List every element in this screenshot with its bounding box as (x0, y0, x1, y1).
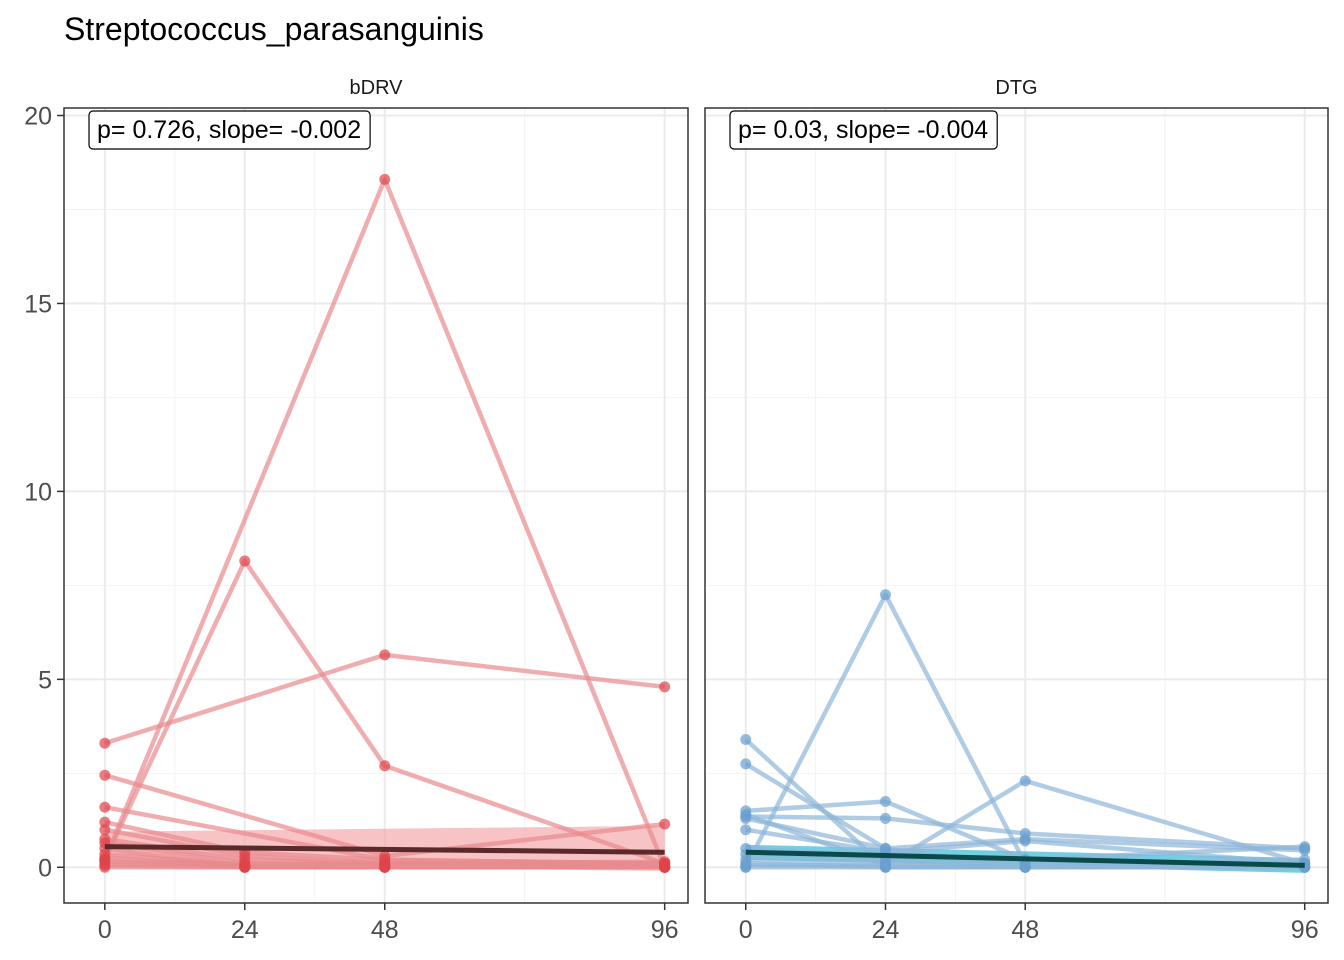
x-tick-label: 0 (98, 916, 112, 944)
data-point (379, 649, 391, 661)
stats-annotation: p= 0.03, slope= -0.004 (729, 110, 998, 150)
data-point (740, 824, 752, 836)
data-point (879, 812, 891, 824)
x-tick-label: 96 (651, 916, 679, 944)
chart-title: Streptococcus_parasanguinis (64, 11, 484, 47)
stats-annotation-text: p= 0.726, slope= -0.002 (97, 116, 361, 144)
y-axis: 0 5 10 15 20 (24, 103, 64, 882)
data-point (99, 769, 111, 781)
x-tick-label: 0 (739, 916, 753, 944)
panel-border (63, 107, 689, 904)
panel-background (64, 108, 688, 903)
subject-line (102, 558, 666, 866)
y-tick-label: 0 (38, 854, 52, 882)
data-point (239, 555, 251, 567)
facet-label: bDRV (350, 77, 404, 99)
data-point (99, 801, 111, 813)
subject-line (104, 859, 665, 868)
data-point (879, 796, 891, 808)
data-point (239, 859, 251, 871)
data-point (740, 859, 752, 871)
data-point (379, 173, 391, 185)
panel-border (704, 107, 1329, 904)
panel-background (705, 108, 1328, 903)
data-point (740, 733, 752, 745)
data-point (659, 681, 671, 693)
data-point (879, 859, 891, 871)
y-tick-label: 15 (24, 290, 52, 318)
stats-annotation-box (729, 110, 998, 150)
subject-line (745, 814, 1305, 851)
stats-annotation-box (88, 110, 371, 150)
trend-line (745, 849, 1305, 868)
x-tick-label: 24 (231, 916, 259, 944)
y-tick-label: 20 (24, 103, 52, 131)
x-tick-label: 96 (1291, 916, 1319, 944)
data-point (1299, 841, 1311, 853)
data-point (379, 760, 391, 772)
data-point (659, 856, 671, 868)
data-point (1019, 861, 1031, 873)
y-tick-label: 10 (24, 478, 52, 506)
data-point (659, 818, 671, 830)
x-tick-label: 24 (872, 916, 900, 944)
data-point (1019, 775, 1031, 787)
facet-label: DTG (995, 77, 1037, 99)
data-point (99, 824, 111, 836)
y-tick-label: 5 (38, 666, 52, 694)
data-point (379, 858, 391, 870)
trend-line (104, 844, 665, 855)
panel-bdrv: bDRV p= 0.726, slope= -0.002 0 24 48 96 (63, 77, 689, 944)
subject-line (745, 816, 1305, 853)
data-point (740, 758, 752, 770)
panel-dtg: DTG p= 0.03, slope= -0.004 0 24 48 96 (704, 77, 1329, 944)
stats-annotation-text: p= 0.03, slope= -0.004 (738, 116, 988, 144)
data-point (740, 812, 752, 824)
data-point (1019, 835, 1031, 847)
x-tick-label: 48 (1011, 916, 1039, 944)
stats-annotation: p= 0.726, slope= -0.002 (88, 110, 371, 150)
data-point (879, 589, 891, 601)
x-tick-label: 48 (371, 916, 399, 944)
data-point (99, 858, 111, 870)
data-point (1299, 854, 1311, 866)
data-point (99, 816, 111, 828)
data-point (99, 737, 111, 749)
